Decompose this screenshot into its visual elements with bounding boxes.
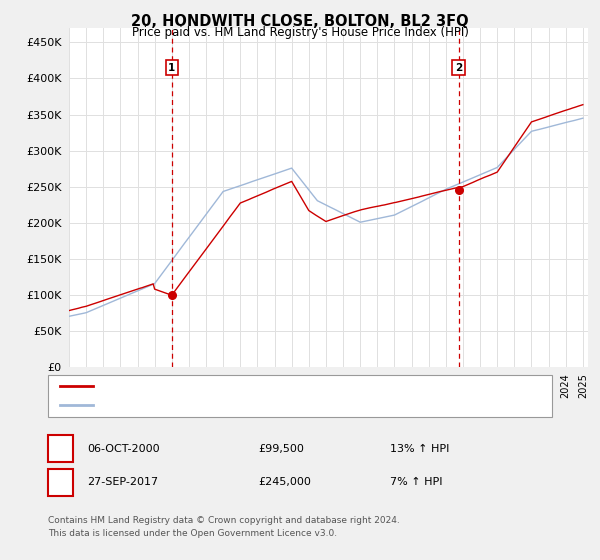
Text: 20, HONDWITH CLOSE, BOLTON, BL2 3FQ: 20, HONDWITH CLOSE, BOLTON, BL2 3FQ — [131, 14, 469, 29]
Text: 2: 2 — [57, 477, 64, 487]
Text: 1: 1 — [168, 63, 175, 73]
Text: £99,500: £99,500 — [258, 444, 304, 454]
Text: 2: 2 — [455, 63, 463, 73]
Text: This data is licensed under the Open Government Licence v3.0.: This data is licensed under the Open Gov… — [48, 529, 337, 538]
Text: HPI: Average price, detached house, Bolton: HPI: Average price, detached house, Bolt… — [99, 400, 341, 410]
Text: 1: 1 — [57, 444, 64, 454]
Text: £245,000: £245,000 — [258, 477, 311, 487]
Text: 20, HONDWITH CLOSE, BOLTON, BL2 3FQ (detached house): 20, HONDWITH CLOSE, BOLTON, BL2 3FQ (det… — [99, 381, 431, 391]
Text: 27-SEP-2017: 27-SEP-2017 — [87, 477, 158, 487]
Text: Contains HM Land Registry data © Crown copyright and database right 2024.: Contains HM Land Registry data © Crown c… — [48, 516, 400, 525]
Text: 7% ↑ HPI: 7% ↑ HPI — [390, 477, 442, 487]
Text: Price paid vs. HM Land Registry's House Price Index (HPI): Price paid vs. HM Land Registry's House … — [131, 26, 469, 39]
Text: 13% ↑ HPI: 13% ↑ HPI — [390, 444, 449, 454]
Text: 06-OCT-2000: 06-OCT-2000 — [87, 444, 160, 454]
